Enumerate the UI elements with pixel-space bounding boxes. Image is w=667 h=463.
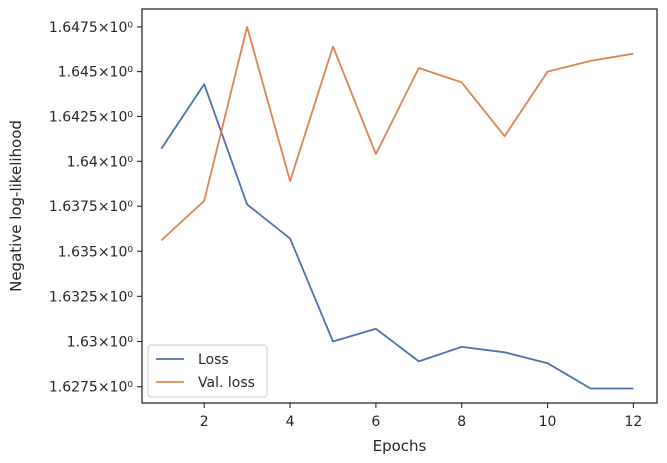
x-axis-ticks: 2 4 6 8 10 12 (200, 403, 642, 430)
x-tick-label: 6 (371, 414, 380, 430)
series-line-val-loss (160, 25, 634, 242)
y-tick-label: 1.63×10⁰ (67, 334, 134, 350)
legend: Loss Val. loss (147, 344, 268, 398)
y-tick-label: 1.645×10⁰ (58, 65, 134, 81)
series-lines (160, 25, 634, 390)
y-axis-ticks: 1.6275×10⁰ 1.63×10⁰ 1.6325×10⁰ 1.635×10⁰ 1.6… (49, 20, 142, 396)
y-tick-label: 1.6325×10⁰ (49, 289, 134, 305)
y-tick-label: 1.6275×10⁰ (49, 380, 134, 396)
legend-label-loss: Loss (198, 352, 229, 368)
x-tick-label: 12 (624, 414, 642, 430)
y-tick-label: 1.6375×10⁰ (49, 199, 134, 215)
y-tick-label: 1.64×10⁰ (67, 154, 134, 170)
x-tick-label: 8 (457, 414, 466, 430)
y-tick-label: 1.6425×10⁰ (49, 109, 134, 125)
legend-box (147, 344, 268, 398)
plot-area (141, 8, 658, 404)
y-tick-label: 1.635×10⁰ (58, 244, 134, 260)
x-tick-label: 10 (539, 414, 557, 430)
y-axis-label: Negative log-likelihood (7, 120, 25, 292)
y-tick-label: 1.6475×10⁰ (49, 20, 134, 36)
x-tick-label: 4 (286, 414, 295, 430)
series-line-loss (160, 83, 634, 390)
x-axis-label: Epochs (373, 437, 427, 455)
legend-label-val-loss: Val. loss (198, 375, 255, 391)
x-tick-label: 2 (200, 414, 209, 430)
